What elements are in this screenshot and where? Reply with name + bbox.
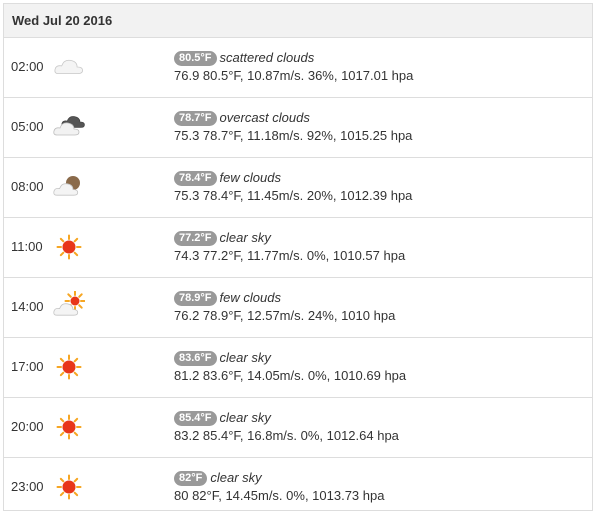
time-label: 23:00 xyxy=(11,479,44,494)
weather-details: 75.3 78.4°F, 11.45m/s. 20%, 1012.39 hpa xyxy=(174,188,413,203)
time-label: 11:00 xyxy=(11,239,43,254)
forecast-row: 11:00 77.2°F clear sky 74.3 77.2°F, 11.77m/… xyxy=(4,218,592,278)
weather-description: clear sky xyxy=(210,470,262,485)
weather-details: 75.3 78.7°F, 11.18m/s. 92%, 1015.25 hpa xyxy=(174,128,413,143)
weather-info: 78.7°F overcast clouds 75.3 78.7°F, 11.18m… xyxy=(174,108,412,145)
time-label: 05:00 xyxy=(11,119,44,134)
time-label: 02:00 xyxy=(11,59,44,74)
day-header: Wed Jul 20 2016 xyxy=(4,4,592,38)
forecast-row: 17:00 83.6°F clear sky 81.2 83.6°F, 14.05m/… xyxy=(4,338,592,398)
weather-description: clear sky xyxy=(219,350,271,365)
few-clouds-day-icon xyxy=(51,290,86,321)
temperature-badge: 83.6°F xyxy=(174,351,217,366)
temperature-badge: 78.7°F xyxy=(174,111,217,126)
temperature-badge: 85.4°F xyxy=(174,411,217,426)
weather-details: 74.3 77.2°F, 11.77m/s. 0%, 1010.57 hpa xyxy=(174,248,406,263)
weather-info: 82°F clear sky 80 82°F, 14.45m/s. 0%, 1013… xyxy=(174,468,384,505)
forecast-row: 20:00 85.4°F clear sky 83.2 85.4°F, 16.8m/s… xyxy=(4,398,592,458)
weather-info: 80.5°F scattered clouds 76.9 80.5°F, 10.87… xyxy=(174,48,413,85)
forecast-row: 14:00 78.9°F few clouds 76.2 78.9°F, 12.57m… xyxy=(4,278,592,338)
weather-details: 83.2 85.4°F, 16.8m/s. 0%, 1012.64 hpa xyxy=(174,428,399,443)
sun-icon xyxy=(51,411,85,441)
weather-details: 76.2 78.9°F, 12.57m/s. 24%, 1010 hpa xyxy=(174,308,396,323)
weather-info: 78.4°F few clouds 75.3 78.4°F, 11.45m/s. 2… xyxy=(174,168,412,205)
time-label: 17:00 xyxy=(11,359,44,374)
weather-details: 76.9 80.5°F, 10.87m/s. 36%, 1017.01 hpa xyxy=(174,68,414,83)
weather-description: few clouds xyxy=(219,290,281,305)
weather-details: 80 82°F, 14.45m/s. 0%, 1013.73 hpa xyxy=(174,488,385,503)
forecast-table: Wed Jul 20 2016 02:00 80.5°F scattered clo… xyxy=(3,3,593,511)
forecast-row: 02:00 80.5°F scattered clouds 76.9 80.5°F, … xyxy=(4,38,592,98)
temperature-badge: 78.4°F xyxy=(174,171,217,186)
time-label: 14:00 xyxy=(11,299,44,314)
time-label: 08:00 xyxy=(11,179,44,194)
weather-info: 77.2°F clear sky 74.3 77.2°F, 11.77m/s. 0%… xyxy=(174,228,405,265)
weather-info: 85.4°F clear sky 83.2 85.4°F, 16.8m/s. 0%,… xyxy=(174,408,399,445)
forecast-rows: 02:00 80.5°F scattered clouds 76.9 80.5°F, … xyxy=(4,38,592,518)
temperature-badge: 82°F xyxy=(174,471,208,486)
forecast-row: 05:00 78.7°F overcast clouds 75.3 78.7°F, 1… xyxy=(4,98,592,158)
few-clouds-night-icon xyxy=(51,171,85,201)
cloud-icon xyxy=(51,51,85,81)
time-label: 20:00 xyxy=(11,419,44,434)
temperature-badge: 78.9°F xyxy=(174,291,217,306)
weather-details: 81.2 83.6°F, 14.05m/s. 0%, 1010.69 hpa xyxy=(174,368,407,383)
weather-description: overcast clouds xyxy=(219,110,310,125)
temperature-badge: 77.2°F xyxy=(174,231,217,246)
weather-description: few clouds xyxy=(219,170,281,185)
sun-icon xyxy=(51,231,85,261)
sun-icon xyxy=(51,471,85,501)
temperature-badge: 80.5°F xyxy=(174,51,217,66)
weather-info: 83.6°F clear sky 81.2 83.6°F, 14.05m/s. 0%… xyxy=(174,348,406,385)
sun-icon xyxy=(51,351,85,381)
overcast-night-icon xyxy=(51,111,85,141)
weather-description: scattered clouds xyxy=(219,50,315,65)
weather-info: 78.9°F few clouds 76.2 78.9°F, 12.57m/s. 2… xyxy=(174,288,395,325)
weather-description: clear sky xyxy=(219,410,271,425)
weather-description: clear sky xyxy=(219,230,271,245)
forecast-row: 08:00 78.4°F few clouds 75.3 78.4°F, 11.45m… xyxy=(4,158,592,218)
forecast-row: 23:00 82°F clear sky 80 82°F, 14.45m/s. 0%,… xyxy=(4,458,592,518)
